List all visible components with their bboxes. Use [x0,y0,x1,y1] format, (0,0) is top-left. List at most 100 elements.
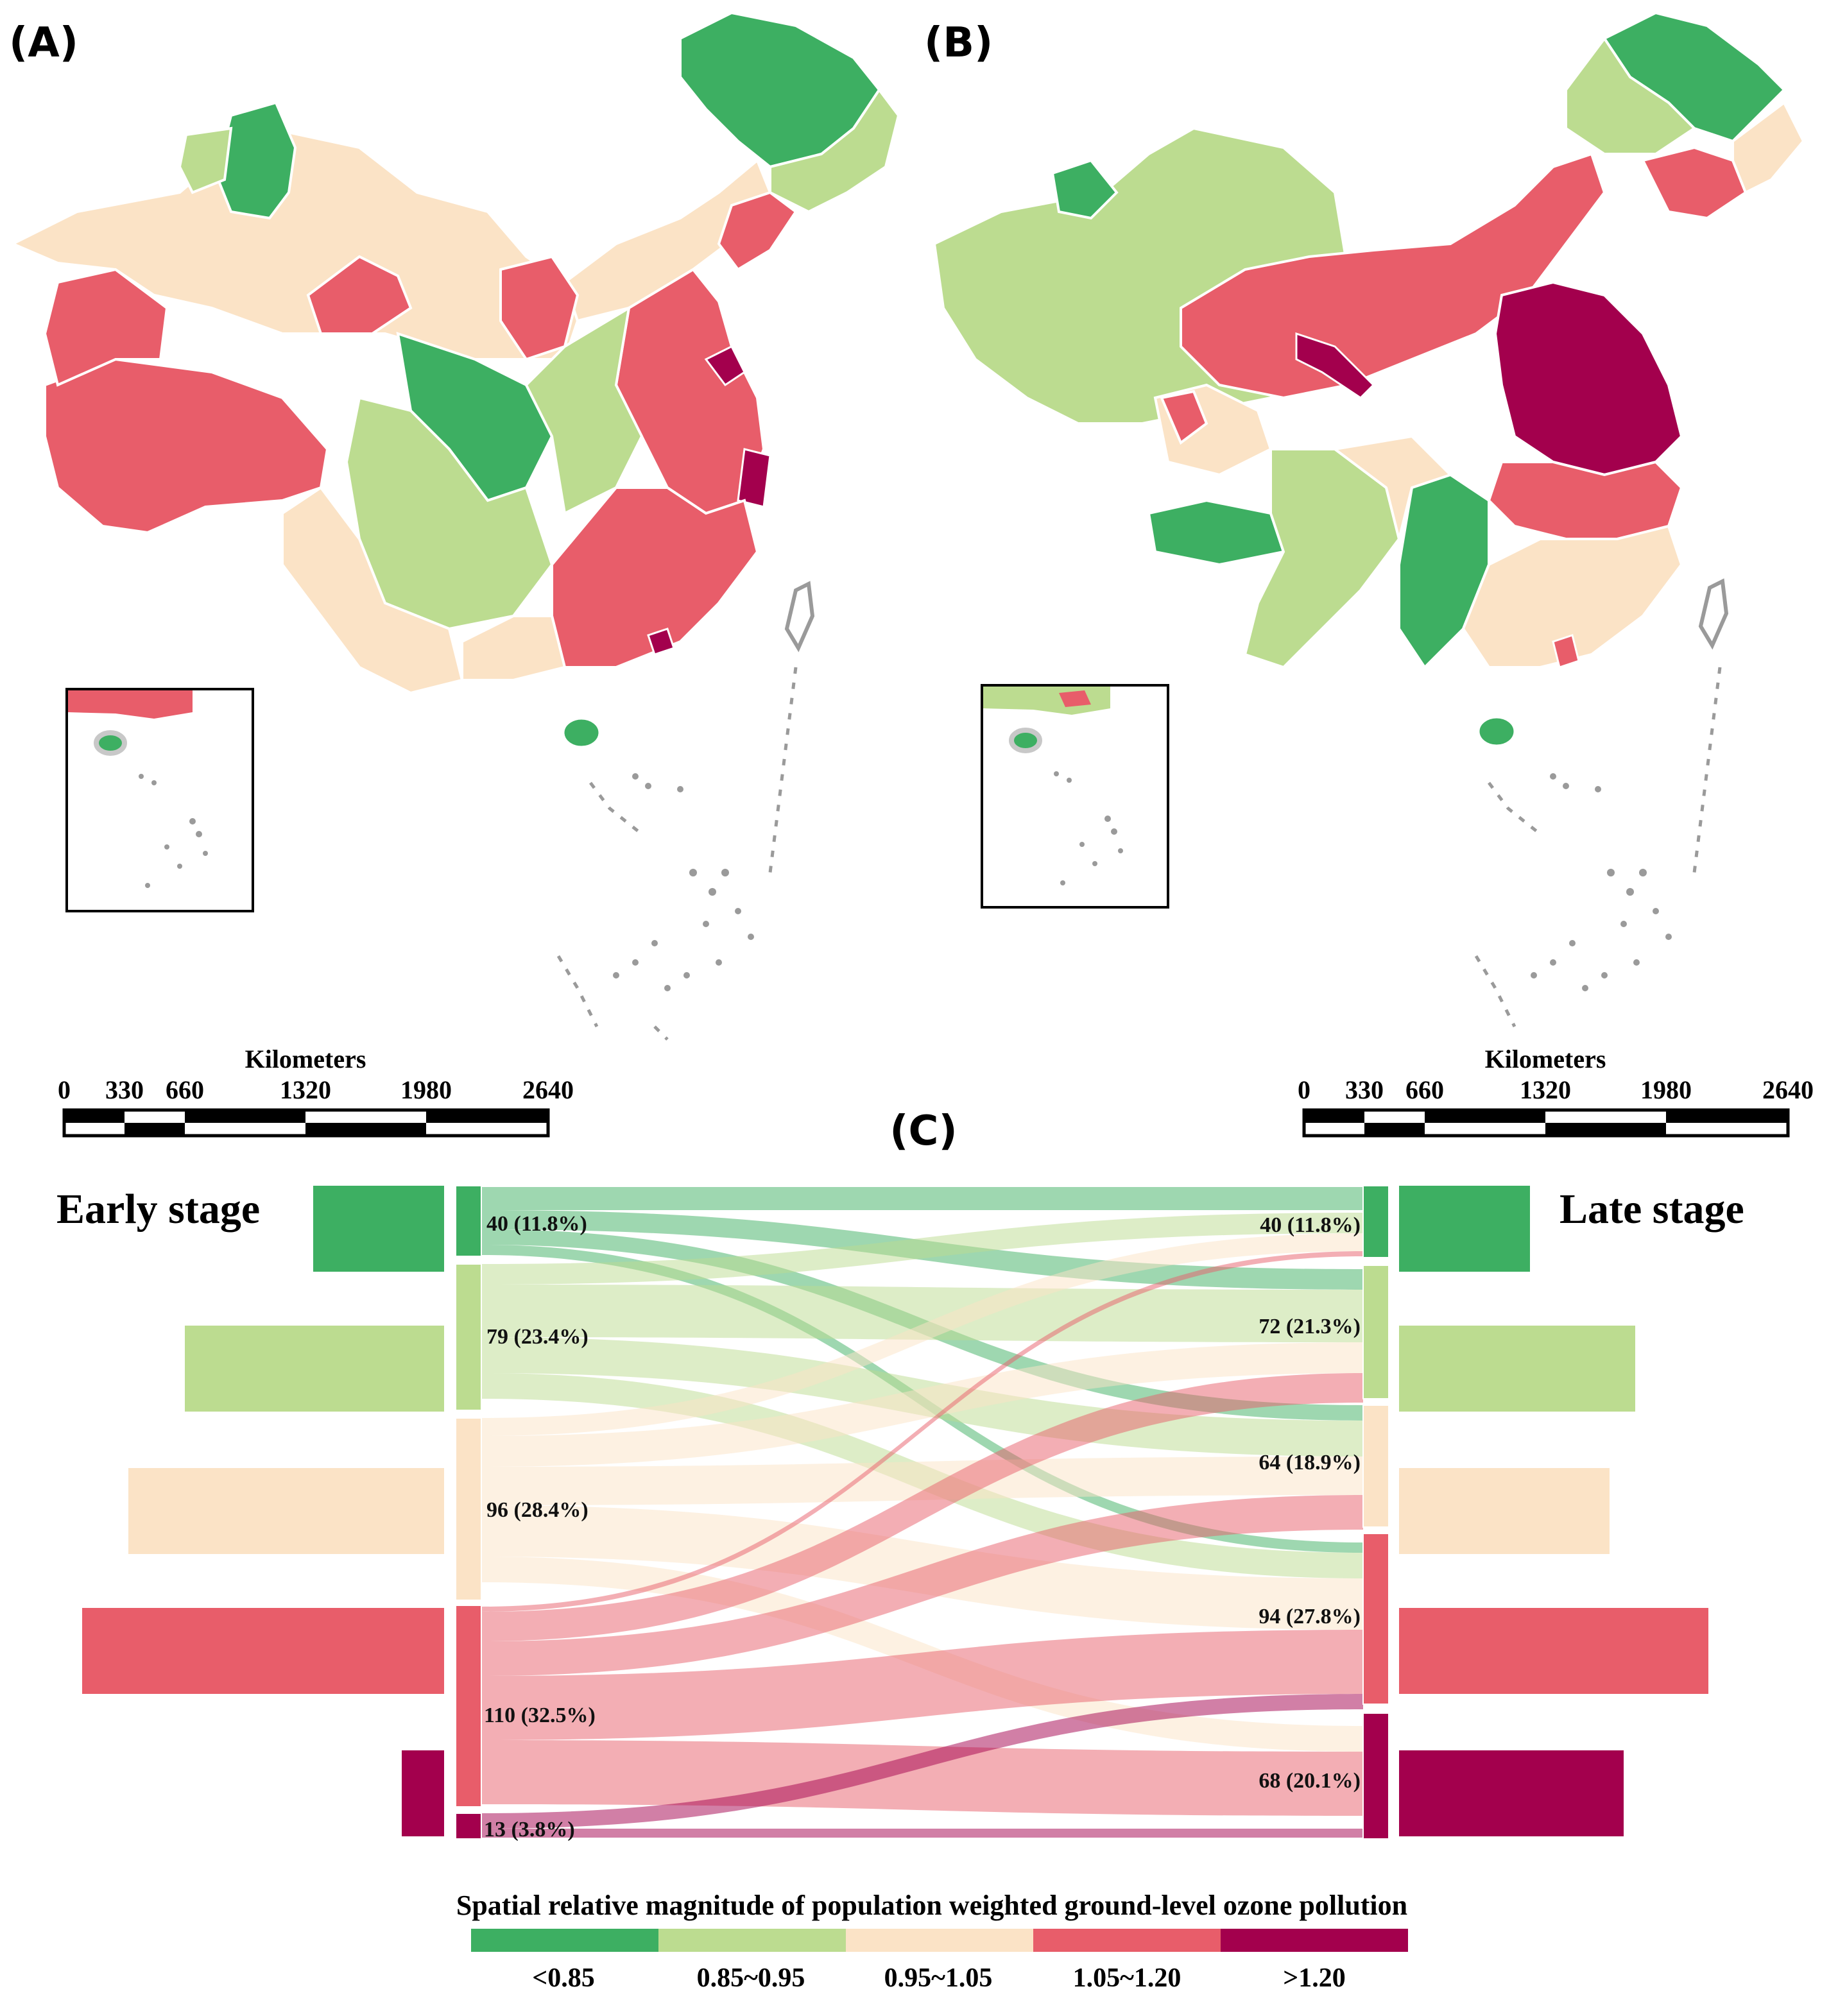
map-b-tibet-red [1160,389,1208,445]
right-node-bar-3 [1362,1405,1389,1528]
map-a-south-sea-islands [556,667,798,1041]
legend-swatch-2 [658,1929,846,1952]
left-node-bar-4 [455,1605,482,1807]
scale-tick-2640: 2640 [522,1075,574,1104]
right-block-4 [1399,1608,1708,1694]
legend-label-3: 0.95~1.05 [884,1963,993,1993]
right-block-2 [1399,1326,1635,1412]
map-a-northeast-light [769,87,900,214]
scale-tick-right-1980: 1980 [1640,1075,1692,1104]
left-block-1 [313,1186,444,1272]
flow-purple-red [481,1694,1363,1829]
map-a-northeast-red [717,191,798,271]
legend-label-5: >1.20 [1283,1963,1345,1993]
map-b-island-dots [1531,773,1672,991]
scale-tick-right-1320: 1320 [1520,1075,1571,1104]
map-a-northwest-green [216,101,297,220]
scale-seg [1666,1110,1788,1123]
scale-tick-right-330: 330 [1345,1075,1384,1104]
left-block-4 [82,1608,444,1694]
map-b-hotspot-gansu [1295,332,1375,399]
scale-seg [1304,1110,1364,1123]
panel-a-label: (A) [9,19,78,67]
right-class-blocks [1399,1186,1708,1836]
map-a-north-red [306,255,413,335]
map-b-east-hotspot [1493,280,1683,477]
map-b-northeast-light [1565,36,1697,155]
left-node-bar-3 [455,1417,482,1601]
right-node-bar-5 [1362,1713,1389,1840]
right-node-label-3: 64 (18.9%) [1259,1451,1361,1474]
legend-label-4: 1.05~1.20 [1073,1963,1181,1993]
map-a-hotspot-yangtze [737,448,771,508]
scale-seg [305,1123,426,1136]
right-node-bar-4 [1362,1533,1389,1705]
map-b-northeast-fringe [1731,100,1805,194]
legend-label-1: <0.85 [532,1963,594,1993]
right-node-label-1: 40 (11.8%) [1260,1213,1361,1237]
scale-seg [1425,1110,1545,1123]
left-node-label-5: 13 (3.8%) [484,1818,575,1841]
map-b-northwest-green [1051,158,1119,220]
map-b-southwest-light [1243,448,1401,669]
scale-tick-0: 0 [58,1075,71,1104]
right-block-5 [1399,1750,1624,1836]
map-a-hotspot-guangdong [647,628,675,656]
scale-tick-right-2640: 2640 [1762,1075,1814,1104]
panel-c-label: (C) [889,1107,957,1155]
map-b-central-light [1332,434,1453,540]
flow-beige-beige [481,1456,1363,1505]
right-node-label-5: 68 (20.1%) [1259,1769,1361,1793]
left-node-bar-5 [455,1813,482,1840]
left-block-2 [185,1326,444,1412]
scale-bar-right: Kilometers 0 330 660 1320 1980 2640 [1298,1045,1814,1138]
left-node-label-2: 79 (23.4%) [486,1325,588,1349]
legend-swatch-1 [471,1929,658,1952]
scale-seg [185,1110,305,1123]
right-block-1 [1399,1186,1530,1272]
map-a-inset-hainan [94,730,127,756]
scale-seg [1364,1123,1425,1136]
legend-label-2: 0.85~0.95 [697,1963,805,1993]
flow-green-green [481,1187,1363,1210]
scale-seg [1545,1123,1666,1136]
left-stage-title: Early stage [56,1186,260,1233]
left-block-3 [128,1468,444,1554]
flow-red-purple [481,1740,1363,1816]
map-a-taiwan [784,581,815,653]
scale-bar-left: Kilometers 0 330 660 1320 1980 2640 [58,1045,574,1138]
scale-seg [426,1110,548,1123]
left-node-label-4: 110 (32.5%) [484,1704,596,1727]
map-a-island-dots [613,773,754,991]
scale-tick-right-660: 660 [1405,1075,1444,1104]
flow-beige-green [481,1233,1363,1436]
scale-bar-title: Kilometers [245,1045,366,1073]
map-a-tibet [44,357,329,534]
map-a-hotspot-shandong [704,345,746,387]
flow-red-beige [481,1495,1363,1676]
flow-red-red [481,1630,1363,1740]
scale-tick-1980: 1980 [400,1075,452,1104]
right-node-bars [1362,1185,1389,1840]
flow-red-light [481,1373,1363,1641]
flow-beige-light [481,1342,1363,1467]
map-b-inset-hainan [1009,728,1042,753]
map-a-inset-islands [139,774,208,888]
map-b-southwest-green [1147,499,1285,567]
map-b-south-red [1552,634,1580,669]
map-b-northeast-red [1641,146,1748,220]
sankey-flows [481,1187,1363,1838]
left-class-blocks [82,1186,444,1836]
panel-b-label: (B) [924,19,993,67]
map-b-south-sea-islands [1474,667,1722,1028]
map-a [10,11,900,1041]
right-node-bar-2 [1362,1265,1389,1399]
left-block-5 [402,1750,444,1836]
legend-swatch-4 [1033,1929,1221,1952]
map-a-southwest [281,486,464,695]
map-b [932,11,1805,1028]
scale-seg [125,1123,185,1136]
map-b-east-red [1487,460,1683,540]
right-stage-title: Late stage [1559,1186,1744,1233]
scale-tick-660: 660 [166,1075,204,1104]
